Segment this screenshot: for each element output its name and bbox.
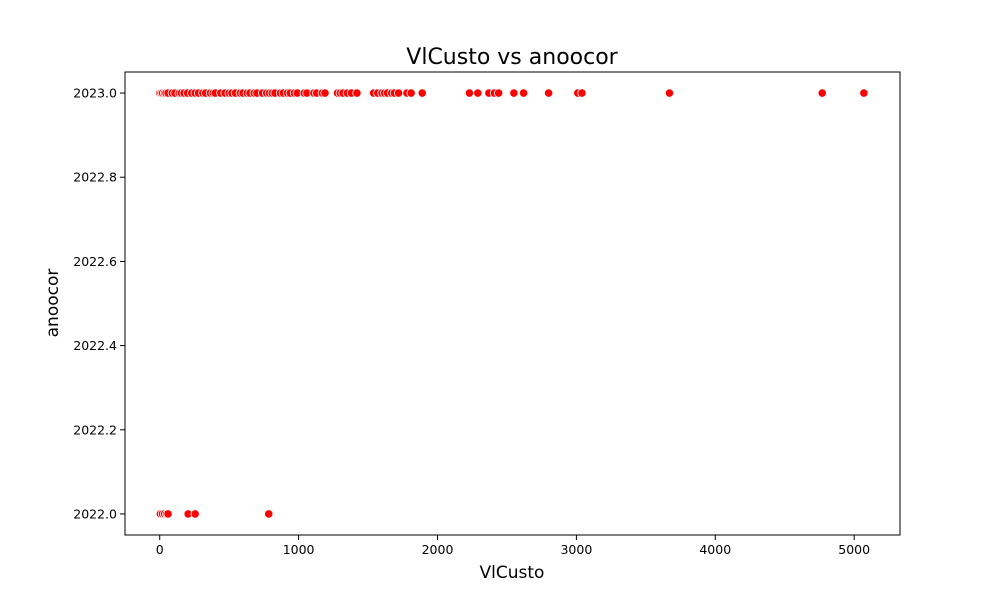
data-point [664,88,675,98]
data-point [320,88,330,98]
y-tick-label: 2022.8 [73,170,117,185]
data-point [417,88,427,98]
data-points [155,88,869,519]
x-tick-label: 4000 [699,542,731,557]
x-tick-label: 1000 [283,542,315,557]
x-tick-label: 0 [156,542,164,557]
data-point [519,88,529,98]
y-tick-label: 2022.4 [73,338,117,353]
data-point [352,88,362,98]
y-tick-label: 2023.0 [73,86,117,101]
x-tick-label: 2000 [422,542,454,557]
axis-ticks: 0 1000 2000 3000 4000 5000 2022.0 2022.2 2022.4 2… [73,86,870,557]
x-tick-label: 5000 [838,542,870,557]
y-axis-label: anoocor [43,269,63,338]
x-tick-label: 3000 [560,542,592,557]
data-point [509,88,519,98]
data-point [394,88,404,98]
x-axis-label: VlCusto [480,563,545,583]
y-tick-label: 2022.2 [73,422,117,437]
data-point [473,88,483,98]
data-point [163,509,173,519]
data-point [577,88,587,98]
data-point [859,88,869,98]
chart-title: VlCusto vs anoocor [406,45,618,70]
plot-frame [124,71,901,536]
data-point [494,88,504,98]
data-point [264,509,274,519]
y-tick-label: 2022.6 [73,254,117,269]
data-point [817,88,827,98]
data-point [464,88,475,98]
data-point [190,509,200,519]
data-point [544,88,554,98]
data-point [406,88,416,98]
y-tick-label: 2022.0 [73,506,117,521]
